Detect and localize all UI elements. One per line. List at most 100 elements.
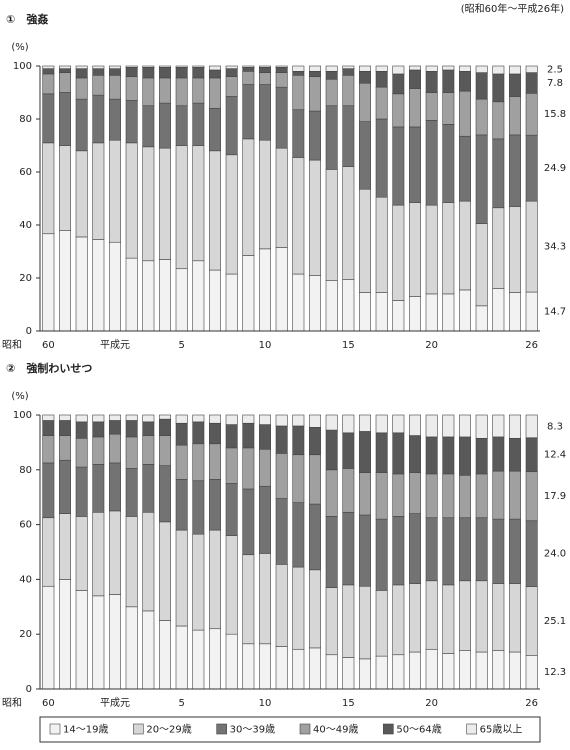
bar-segment: [59, 65, 71, 69]
bar-segment: [275, 564, 288, 647]
bar-segment: [342, 74, 355, 107]
chart-title: ① 強姦: [6, 12, 48, 26]
bar-segment: [242, 488, 255, 556]
bar-segment: [159, 465, 171, 523]
bar-segment: [242, 65, 255, 68]
bar-segment: [159, 77, 171, 104]
bar-segment: [225, 76, 238, 97]
bar-segment: [109, 241, 121, 332]
bar-segment: [459, 71, 471, 92]
bar-segment: [375, 292, 388, 332]
bar-segment: [509, 651, 521, 690]
value-label: 24.9: [544, 163, 566, 174]
bar-segment: [325, 654, 338, 690]
bar-segment: [359, 414, 371, 432]
bar-segment: [109, 433, 121, 464]
bar-segment: [225, 68, 238, 77]
bar-segment: [392, 654, 405, 690]
bar-segment: [192, 260, 205, 332]
bar-segment: [42, 435, 55, 464]
bar-segment: [525, 92, 538, 136]
bar-segment: [325, 587, 338, 656]
bar-segment: [475, 651, 488, 690]
bar-segment: [342, 657, 355, 690]
bar-segment: [59, 459, 71, 514]
bar-segment: [442, 65, 455, 71]
bar-segment: [59, 414, 71, 421]
bar-segment: [475, 134, 488, 224]
bar-segment: [492, 470, 505, 520]
bar-segment: [342, 68, 355, 76]
bar-segment: [225, 535, 238, 635]
x-tick-label: 10: [259, 340, 272, 351]
bar-segment: [259, 72, 271, 85]
value-label: 14.7: [544, 307, 566, 318]
bar-segment: [475, 98, 488, 136]
bar-segment: [92, 65, 105, 69]
x-tick-label: 10: [259, 698, 272, 709]
bar-segment: [225, 65, 238, 69]
period-note: (昭和60年～平成26年): [461, 2, 564, 15]
bar-segment: [359, 188, 371, 293]
bar-segment: [125, 257, 138, 332]
bar-segment: [75, 414, 88, 423]
bar-segment: [42, 420, 55, 436]
bar-segment: [475, 473, 488, 519]
value-label: 34.3: [544, 242, 566, 253]
bar-segment: [342, 432, 355, 469]
bar-segment: [509, 134, 521, 207]
bar-segment: [292, 566, 305, 650]
bar-segment: [142, 464, 155, 513]
bar-segment: [292, 71, 305, 76]
bar-segment: [175, 77, 188, 107]
bar-segment: [159, 259, 171, 332]
bar-segment: [275, 67, 288, 73]
bar-segment: [259, 248, 271, 332]
bar-segment: [359, 65, 371, 72]
bar-segment: [275, 86, 288, 149]
bar-segment: [359, 585, 371, 660]
bar-segment: [59, 420, 71, 436]
bar-segment: [275, 498, 288, 565]
bar-segment: [142, 67, 155, 79]
bar-segment: [175, 65, 188, 68]
legend-label: 65歳以上: [480, 724, 523, 736]
bar-segment: [109, 65, 121, 69]
value-label: 8.3: [547, 421, 563, 432]
bar-segment: [142, 77, 155, 107]
bar-segment: [225, 273, 238, 332]
bar-segment: [209, 269, 221, 332]
bar-segment: [442, 517, 455, 586]
bar-segment: [209, 150, 221, 271]
bar-segment: [209, 529, 221, 630]
bar-segment: [459, 414, 471, 438]
bar-segment: [492, 73, 505, 103]
value-label: 15.8: [544, 109, 566, 120]
bar-segment: [242, 414, 255, 424]
bar-segment: [59, 72, 71, 93]
bar-segment: [275, 72, 288, 88]
x-tick-label: 20: [425, 340, 438, 351]
bar-segment: [275, 247, 288, 332]
bar-segment: [309, 159, 321, 276]
bar-segment: [192, 629, 205, 690]
bar-segment: [492, 101, 505, 140]
bar-segment: [292, 414, 305, 427]
bar-segment: [275, 425, 288, 454]
bar-segment: [209, 65, 221, 71]
bar-segment: [525, 291, 538, 332]
bar-segment: [409, 513, 421, 584]
bar-segment: [442, 473, 455, 519]
bar-segment: [509, 414, 521, 439]
bar-segment: [142, 65, 155, 68]
bar-segment: [125, 67, 138, 77]
bar-segment: [59, 230, 71, 332]
bar-segment: [525, 437, 538, 473]
bar-segment: [459, 580, 471, 651]
bar-segment: [142, 146, 155, 262]
bar-segment: [142, 421, 155, 436]
bar-segment: [175, 479, 188, 531]
bar-segment: [159, 67, 171, 79]
bar-segment: [92, 595, 105, 690]
bar-segment: [409, 202, 421, 297]
